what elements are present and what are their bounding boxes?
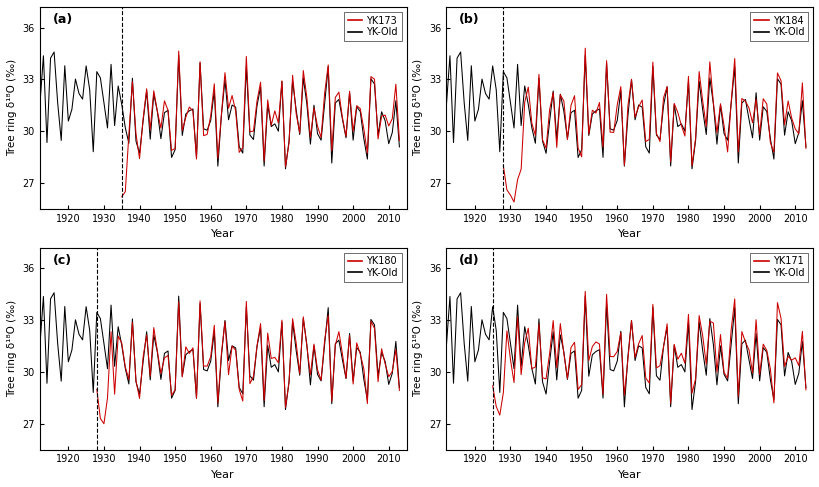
Text: (c): (c) [52, 254, 72, 267]
X-axis label: Year: Year [618, 470, 640, 480]
Legend: YK184, YK-Old: YK184, YK-Old [749, 12, 808, 41]
X-axis label: Year: Year [211, 229, 235, 239]
Y-axis label: Tree ring δ¹⁸O (‰): Tree ring δ¹⁸O (‰) [7, 59, 17, 156]
Text: (b): (b) [459, 13, 479, 26]
Legend: YK180, YK-Old: YK180, YK-Old [343, 253, 401, 282]
X-axis label: Year: Year [618, 229, 640, 239]
Text: (d): (d) [459, 254, 479, 267]
Legend: YK171, YK-Old: YK171, YK-Old [749, 253, 808, 282]
Y-axis label: Tree ring δ¹⁸O (‰): Tree ring δ¹⁸O (‰) [7, 300, 17, 397]
X-axis label: Year: Year [211, 470, 235, 480]
Y-axis label: Tree ring δ¹⁸O (‰): Tree ring δ¹⁸O (‰) [413, 300, 423, 397]
Text: (a): (a) [52, 13, 73, 26]
Y-axis label: Tree ring δ¹⁸O (‰): Tree ring δ¹⁸O (‰) [413, 59, 423, 156]
Legend: YK173, YK-Old: YK173, YK-Old [343, 12, 401, 41]
